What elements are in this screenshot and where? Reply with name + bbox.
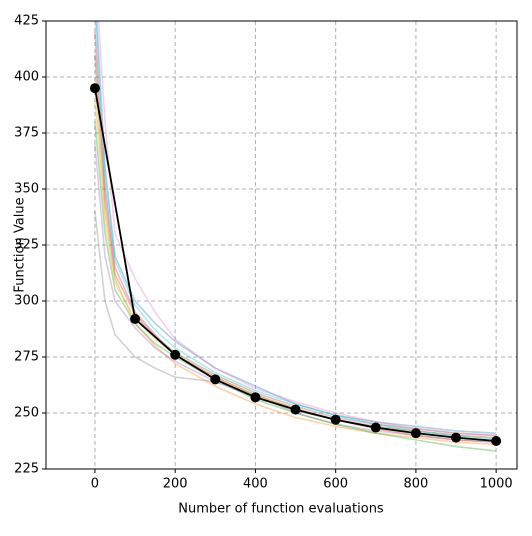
- y-tick-label: 300: [14, 294, 39, 309]
- x-tick-label: 600: [323, 477, 348, 492]
- mean-marker: [250, 392, 261, 403]
- run-line: [94, 76, 497, 446]
- mean-marker: [451, 432, 462, 443]
- mean-marker: [330, 414, 341, 425]
- y-tick-label: 275: [14, 350, 39, 365]
- run-line: [94, 121, 497, 452]
- run-line: [94, 144, 497, 439]
- y-tick-label: 375: [14, 126, 39, 141]
- y-tick-label: 425: [14, 14, 39, 29]
- mean-marker: [370, 422, 381, 433]
- mean-marker: [290, 404, 301, 415]
- run-line: [96, 21, 497, 434]
- x-tick-label: 1000: [480, 477, 513, 492]
- x-tick-label: 800: [403, 477, 428, 492]
- run-line: [97, 21, 497, 437]
- y-tick-label: 350: [14, 182, 39, 197]
- mean-marker: [170, 349, 181, 360]
- y-tick-label: 225: [14, 462, 39, 477]
- x-tick-label: 200: [163, 477, 188, 492]
- y-tick-label: 250: [14, 406, 39, 421]
- run-line: [94, 21, 497, 441]
- y-tick-label: 400: [14, 70, 39, 85]
- mean-marker: [410, 428, 421, 439]
- mean-marker: [89, 83, 100, 94]
- x-axis-label: Number of function evaluations: [178, 502, 384, 517]
- mean-marker: [210, 374, 221, 385]
- run-line: [94, 54, 497, 437]
- mean-marker: [491, 436, 502, 446]
- run-line: [94, 32, 497, 443]
- x-tick-label: 0: [91, 477, 99, 492]
- mean-marker: [130, 313, 141, 324]
- y-axis-label: Function Value: [13, 197, 28, 292]
- x-tick-label: 400: [243, 477, 268, 492]
- run-line: [94, 99, 497, 439]
- y-tick-label: 325: [14, 238, 39, 253]
